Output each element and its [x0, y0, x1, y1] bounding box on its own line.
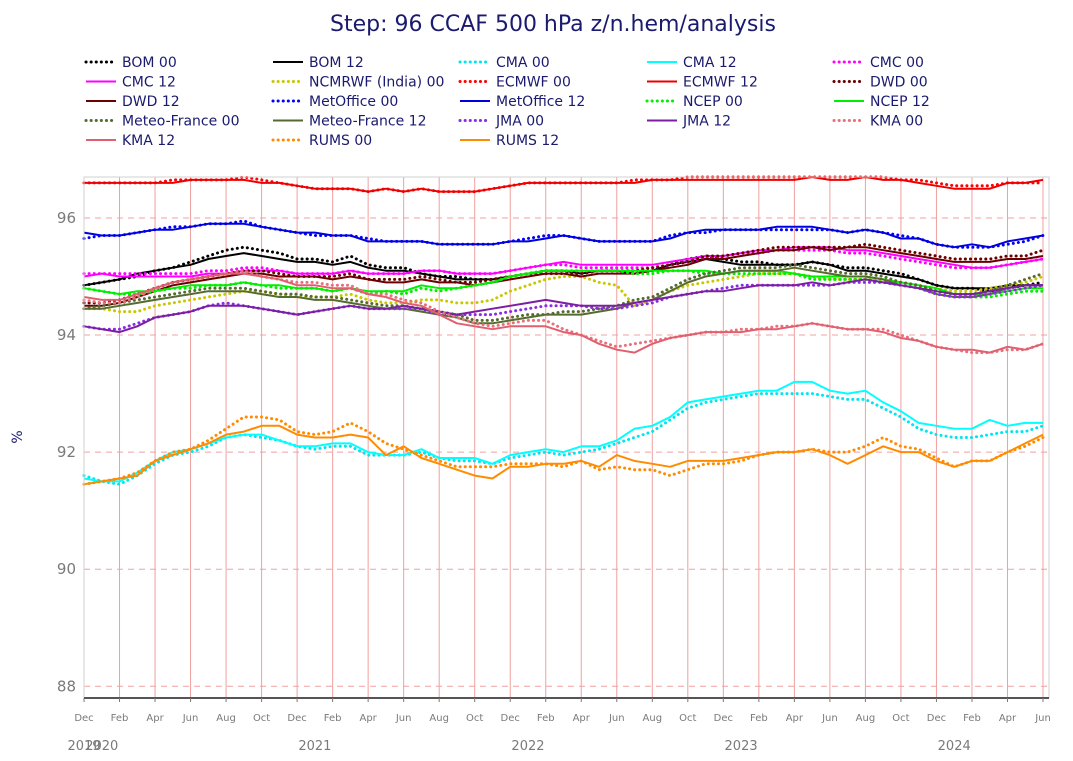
x-axis-month-labels: Dec Feb Apr Jun Aug Oct Dec Feb Apr Jun Aug Oct Dec F… — [74, 698, 1051, 724]
y-gridlines — [84, 217, 1049, 687]
legend-label: MetOffice 00 — [309, 94, 398, 110]
year-label: 2019 — [67, 739, 100, 754]
legend-label: KMA 12 — [122, 133, 175, 149]
series-line-meteo-france-12 — [84, 266, 1043, 325]
legend-label: JMA 12 — [682, 114, 731, 130]
x-tick-label: Oct — [466, 713, 483, 724]
legend-label: RUMS 00 — [309, 133, 372, 149]
y-axis-label: % — [10, 430, 26, 443]
x-tick-label: Feb — [324, 713, 342, 724]
legend-label: MetOffice 12 — [496, 94, 585, 110]
x-tick-label: Aug — [216, 713, 236, 724]
series-line-metoffice-12 — [83, 222, 1044, 249]
x-tick-label: Dec — [501, 713, 520, 724]
x-tick-label: Dec — [714, 713, 733, 724]
x-tick-label: Aug — [429, 713, 449, 724]
legend: BOM 00 BOM 12 CMA 00 CMA 12 CMC 00 CMC 12 NCMR… — [84, 55, 930, 149]
legend-label: DWD 12 — [122, 94, 180, 110]
chart-title: Step: 96 CCAF 500 hPa z/n.hem/analysis — [330, 12, 776, 37]
legend-label: Meteo-France 12 — [309, 114, 427, 130]
series-line-kma-12 — [83, 272, 1044, 354]
x-tick-label: Jun — [821, 713, 838, 724]
legend-label: NCMRWF (India) 00 — [309, 75, 444, 91]
legend-label: CMA 12 — [683, 55, 737, 71]
series-line-dwd-00 — [82, 242, 1045, 305]
x-tick-label: Aug — [643, 713, 663, 724]
x-tick-label: Feb — [111, 713, 129, 724]
x-tick-label: Feb — [537, 713, 555, 724]
x-tick-label: Jun — [608, 713, 625, 724]
legend-label: BOM 12 — [309, 55, 364, 71]
x-tick-label: Dec — [287, 713, 306, 724]
year-label: 2024 — [938, 739, 971, 754]
series-line-rums-12 — [83, 424, 1044, 486]
series-lines — [82, 175, 1045, 486]
y-tick-label: 92 — [57, 443, 76, 461]
series-line-rums-00 — [82, 415, 1045, 486]
y-tick-label: 94 — [57, 326, 76, 344]
legend-label: KMA 00 — [870, 114, 923, 130]
x-tick-label: Dec — [927, 713, 946, 724]
x-tick-label: Apr — [146, 713, 164, 724]
plot-area — [82, 175, 1050, 699]
x-tick-label: Oct — [892, 713, 909, 724]
x-tick-label: Dec — [74, 713, 93, 724]
legend-label: ECMWF 12 — [683, 75, 758, 91]
series-line-jma-12 — [83, 278, 1043, 334]
series-line-cma-12 — [83, 380, 1043, 483]
y-tick-label: 96 — [57, 209, 76, 227]
x-tick-label: Feb — [750, 713, 768, 724]
y-tick-label: 90 — [57, 560, 76, 578]
legend-label: Meteo-France 00 — [122, 114, 240, 130]
x-tick-label: Oct — [253, 713, 270, 724]
legend-label: CMC 12 — [122, 75, 176, 91]
x-tick-label: Apr — [359, 713, 377, 724]
x-tick-label: Apr — [999, 713, 1017, 724]
series-line-meteo-france-00 — [82, 263, 1045, 322]
legend-label: NCEP 12 — [870, 94, 930, 110]
legend-label: CMA 00 — [496, 55, 550, 71]
legend-label: BOM 00 — [122, 55, 177, 71]
x-tick-label: Aug — [856, 713, 876, 724]
x-tick-label: Apr — [573, 713, 591, 724]
legend-label: CMC 00 — [870, 55, 924, 71]
x-tick-label: Feb — [963, 713, 981, 724]
series-line-bom-00 — [82, 245, 1045, 293]
x-tick-label: Oct — [679, 713, 696, 724]
x-tick-label: Apr — [786, 713, 804, 724]
series-line-kma-00 — [82, 269, 1045, 355]
y-axis: 88 90 92 94 96 — [57, 209, 76, 695]
legend-label: ECMWF 00 — [496, 75, 571, 91]
x-tick-label: Jun — [182, 713, 199, 724]
series-line-ecmwf-12 — [84, 176, 1044, 193]
legend-label: RUMS 12 — [496, 133, 559, 149]
year-label: 2023 — [725, 739, 758, 754]
year-label: 2022 — [511, 739, 544, 754]
x-tick-label: Jun — [1034, 713, 1051, 724]
year-label: 2021 — [298, 739, 331, 754]
y-tick-label: 88 — [57, 677, 76, 695]
legend-label: NCEP 00 — [683, 94, 743, 110]
year-label: 2020 — [85, 739, 118, 754]
legend-label: JMA 00 — [495, 114, 544, 130]
x-tick-label: Jun — [395, 713, 412, 724]
legend-label: DWD 00 — [870, 75, 928, 91]
